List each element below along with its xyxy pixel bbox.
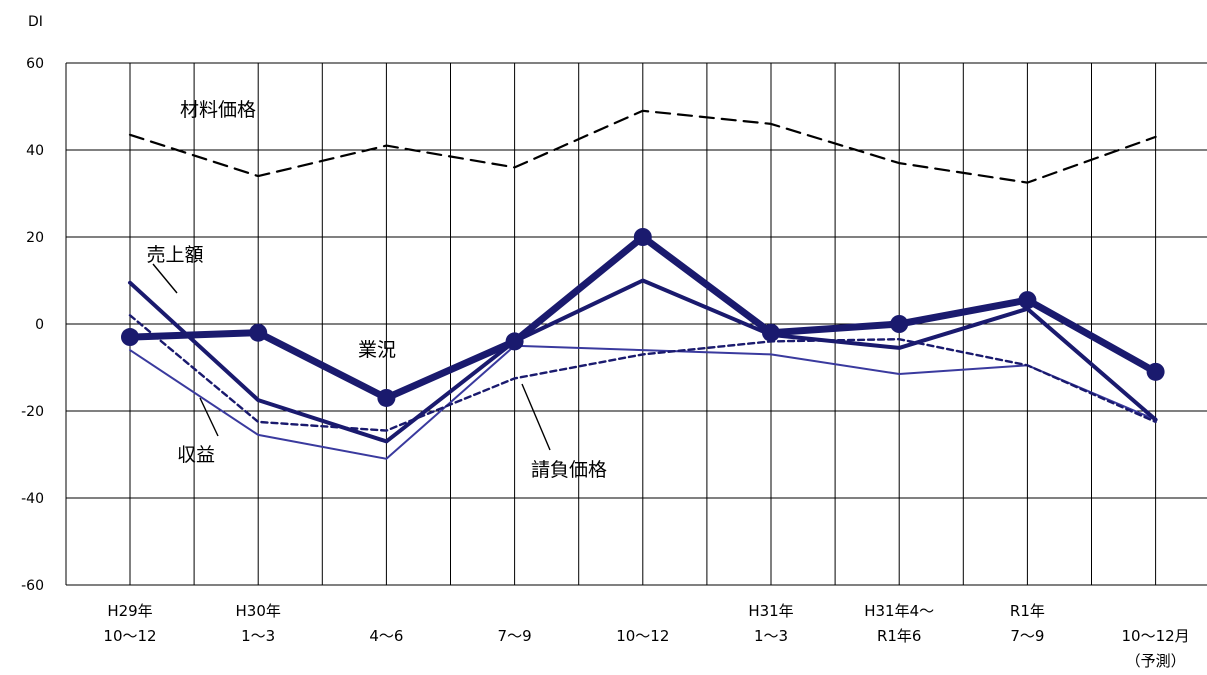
y-tick-label: 60: [26, 56, 44, 72]
y-tick-label: 0: [35, 317, 44, 333]
data-point-marker: [1018, 291, 1037, 310]
label-zairyo-kakaku: 材料価格: [180, 99, 256, 121]
x-tick-label: 10～12: [103, 627, 156, 645]
data-point-marker: [505, 332, 524, 351]
data-point-marker: [377, 388, 396, 407]
y-axis-tick-labels: 60 40 20 0 -20 -40 -60: [21, 56, 44, 594]
x-tick-label: 1～3: [241, 627, 275, 645]
leader-line-uriage: [152, 263, 178, 294]
label-ukeoi-kakaku: 請負価格: [531, 459, 607, 481]
x-tick-label: 7～9: [1010, 627, 1044, 645]
x-tick-label: R1年: [1010, 602, 1045, 620]
x-tick-label: 10～12: [616, 627, 669, 645]
x-tick-label: 7～9: [498, 627, 532, 645]
label-shueki: 収益: [177, 444, 215, 466]
y-tick-label: -20: [21, 404, 44, 420]
x-tick-label: R1年6: [877, 627, 922, 645]
y-axis-title: DI: [28, 14, 43, 30]
data-point-marker: [249, 323, 268, 342]
x-tick-label: H31年4～: [864, 602, 934, 620]
data-point-marker: [890, 315, 909, 333]
label-gyokyo: 業況: [358, 339, 396, 361]
grid: [65, 62, 1207, 586]
data-point-marker: [762, 323, 780, 342]
x-tick-label: H29年: [107, 602, 152, 620]
series-line-thin: [129, 344, 1157, 460]
data-point-marker: [1146, 362, 1165, 381]
y-tick-label: 40: [26, 143, 44, 159]
data-point-marker: [121, 328, 139, 347]
series-line-short-dash: [128, 314, 1157, 432]
x-axis-tick-labels: H29年 10～12 H30年 1～3 4～6 7～9 10～12 H31年 1～3 H31年4～…: [103, 602, 1189, 670]
leader-line-shueki: [199, 397, 219, 437]
x-tick-label: 10～12月: [1122, 627, 1190, 645]
series-markers: [121, 228, 1165, 407]
x-tick-label: H31年: [748, 602, 793, 620]
y-tick-label: -60: [21, 578, 44, 594]
x-tick-label: H30年: [236, 602, 281, 620]
annotation-leaders: [152, 263, 551, 451]
x-tick-label: 1～3: [754, 627, 788, 645]
y-tick-label: 20: [26, 230, 44, 246]
label-uriage-gaku: 売上額: [146, 244, 203, 266]
x-tick-label: （予測）: [1126, 652, 1186, 670]
leader-line-ukeoi: [521, 383, 551, 451]
series-line-long-dash: [128, 109, 1157, 184]
y-tick-label: -40: [21, 491, 44, 507]
data-point-marker: [633, 228, 652, 246]
x-tick-label: 4～6: [369, 627, 403, 645]
series-line-medium: [128, 278, 1158, 444]
